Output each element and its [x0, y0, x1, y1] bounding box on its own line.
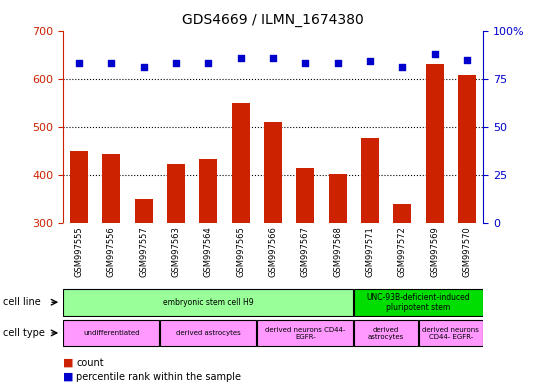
- Point: [171, 60, 180, 66]
- Point: [269, 55, 277, 61]
- Bar: [419, 320, 483, 346]
- Text: GSM997564: GSM997564: [204, 226, 213, 276]
- Text: GSM997569: GSM997569: [430, 226, 439, 276]
- Text: cell type: cell type: [3, 328, 45, 338]
- Text: GSM997570: GSM997570: [462, 226, 472, 276]
- Bar: [103, 154, 120, 223]
- Text: derived neurons
CD44- EGFR-: derived neurons CD44- EGFR-: [423, 327, 479, 339]
- Point: [366, 58, 375, 65]
- Bar: [63, 320, 159, 346]
- Text: ■: ■: [63, 358, 73, 368]
- Bar: [361, 138, 379, 223]
- Bar: [458, 75, 476, 223]
- Text: count: count: [76, 358, 104, 368]
- Point: [139, 64, 148, 70]
- Bar: [296, 167, 314, 223]
- Title: GDS4669 / ILMN_1674380: GDS4669 / ILMN_1674380: [182, 13, 364, 27]
- Point: [236, 55, 245, 61]
- Bar: [161, 320, 256, 346]
- Text: ■: ■: [63, 372, 73, 382]
- Point: [333, 60, 342, 66]
- Text: GSM997568: GSM997568: [333, 226, 342, 277]
- Bar: [354, 320, 418, 346]
- Text: UNC-93B-deficient-induced
pluripotent stem: UNC-93B-deficient-induced pluripotent st…: [367, 293, 470, 312]
- Point: [75, 60, 84, 66]
- Point: [462, 56, 471, 63]
- Text: derived
astrocytes: derived astrocytes: [368, 327, 405, 339]
- Text: undifferentiated: undifferentiated: [83, 330, 140, 336]
- Text: GSM997571: GSM997571: [365, 226, 375, 276]
- Text: percentile rank within the sample: percentile rank within the sample: [76, 372, 241, 382]
- Text: GSM997556: GSM997556: [107, 226, 116, 276]
- Point: [430, 51, 439, 57]
- Bar: [167, 164, 185, 223]
- Text: GSM997557: GSM997557: [139, 226, 148, 276]
- Bar: [264, 122, 282, 223]
- Text: GSM997567: GSM997567: [301, 226, 310, 277]
- Bar: [63, 289, 353, 316]
- Bar: [135, 199, 152, 223]
- Point: [301, 60, 310, 66]
- Text: GSM997572: GSM997572: [398, 226, 407, 276]
- Text: embryonic stem cell H9: embryonic stem cell H9: [163, 298, 254, 307]
- Text: GSM997563: GSM997563: [171, 226, 181, 277]
- Bar: [354, 289, 483, 316]
- Text: GSM997565: GSM997565: [236, 226, 245, 276]
- Point: [204, 60, 213, 66]
- Bar: [426, 65, 443, 223]
- Bar: [329, 174, 347, 223]
- Point: [398, 64, 407, 70]
- Bar: [394, 204, 411, 223]
- Bar: [199, 159, 217, 223]
- Text: derived astrocytes: derived astrocytes: [176, 330, 241, 336]
- Bar: [232, 103, 250, 223]
- Text: GSM997555: GSM997555: [74, 226, 84, 276]
- Point: [107, 60, 116, 66]
- Bar: [70, 151, 88, 223]
- Bar: [258, 320, 353, 346]
- Text: derived neurons CD44-
EGFR-: derived neurons CD44- EGFR-: [265, 327, 346, 339]
- Text: GSM997566: GSM997566: [269, 226, 277, 277]
- Text: cell line: cell line: [3, 297, 40, 307]
